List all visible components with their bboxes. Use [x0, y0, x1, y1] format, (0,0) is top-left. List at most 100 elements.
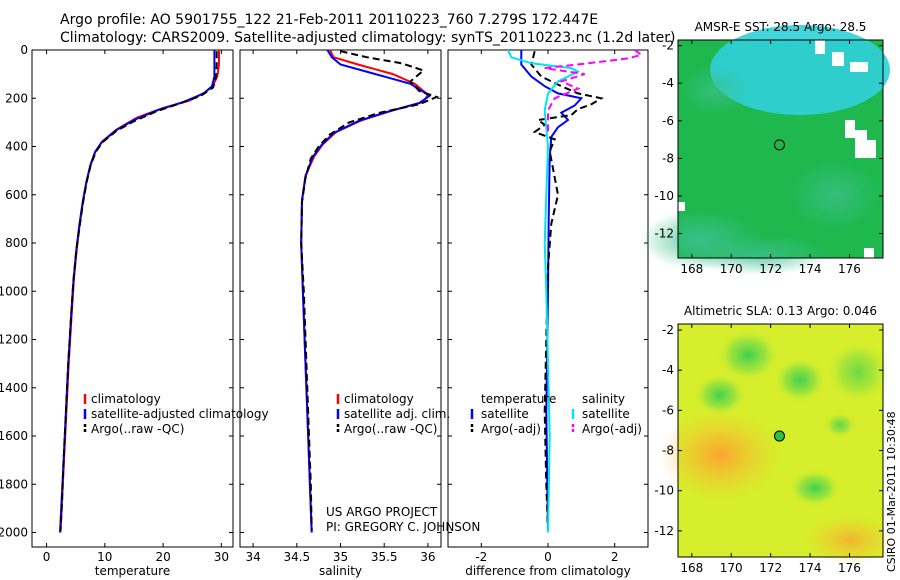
sla-low-region [825, 413, 855, 437]
sla-low-region [790, 470, 840, 506]
salinity-series-climatology [300, 49, 430, 533]
difference-xtick-label: 0 [544, 550, 552, 564]
difference-legend-entry: Argo(-adj) [481, 422, 541, 436]
sst-teal-patch [690, 235, 830, 275]
salinity-series-satellite-adj-clim [300, 49, 432, 533]
figure-title-line2: Climatology: CARS2009. Satellite-adjuste… [60, 30, 676, 46]
sla_map-argo-marker [773, 430, 785, 442]
salinity-xlabel: salinity [319, 564, 362, 578]
sst_map-title: AMSR-E SST: 28.5 Argo: 28.5 [695, 20, 867, 34]
difference-xtick-label: -2 [475, 550, 487, 564]
credit-pi: PI: GREGORY C. JOHNSON [326, 520, 480, 534]
temperature-xtick-label: 10 [97, 550, 112, 564]
depth-tick-label: 1800 [0, 477, 28, 491]
sla-high-region [660, 410, 780, 500]
salinity-axes-frame [239, 49, 442, 548]
sst_map-xtick-label: 168 [680, 262, 703, 276]
sst-missing-data [815, 40, 825, 54]
difference-legend-header: salinity [582, 392, 625, 406]
sla_map-xtick-label: 176 [838, 561, 861, 575]
depth-tick-label: 2000 [0, 526, 28, 540]
sla_map-frame [677, 323, 884, 558]
sla-low-region [775, 358, 825, 402]
salinity-series-argo-raw-qc [300, 50, 440, 531]
sst_map-ytick-label: -4 [662, 76, 674, 90]
sst_map-xtick-label: 172 [759, 262, 782, 276]
temperature-legend-entry: satellite-adjusted climatology [91, 407, 269, 421]
difference-legend-entry: Argo(-adj) [582, 422, 642, 436]
depth-tick-label: 0 [20, 43, 28, 57]
sst-missing-data [866, 140, 876, 158]
depth-tick-label: 600 [5, 188, 28, 202]
difference-series-temperature-argo-adj [530, 50, 605, 531]
difference-legend-entry: satellite [481, 407, 529, 421]
difference-series-temperature-satellite [520, 50, 584, 533]
depth-tick-label: 1200 [0, 333, 28, 347]
sst_map-ytick-label: -12 [654, 227, 674, 241]
sst_map-xtick-label: 170 [720, 262, 743, 276]
sla_map-xtick-label: 172 [759, 561, 782, 575]
difference-series-salinity-argo-adj [544, 49, 644, 135]
sst-missing-data [832, 52, 844, 66]
temperature-xtick-label: 0 [43, 550, 51, 564]
sla-low-region [695, 375, 745, 415]
csiro-stamp: CSIRO 01-Mar-2011 10:30:48 [885, 411, 898, 572]
temperature-series-climatology [59, 50, 220, 533]
sla_map-title: Altimetric SLA: 0.13 Argo: 0.046 [684, 304, 877, 318]
depth-tick-label: 400 [5, 140, 28, 154]
sst_map-argo-marker [773, 139, 785, 151]
salinity-xtick-label: 35.5 [371, 550, 398, 564]
temperature-panel: 0 10 20 30 temperature 0 200 400 600 800 1000 1200 1… [0, 43, 269, 578]
sst-map-panel: AMSR-E SST: 28.5 Argo: 28.5 168 170 172 174 1… [640, 20, 890, 276]
temperature-series-satellite-adjusted-climatology [59, 50, 216, 533]
sla-high-region [805, 515, 895, 565]
difference-xlabel: difference from climatology [465, 564, 631, 578]
salinity-legend-entry: climatology [344, 392, 414, 406]
sla_map-ytick-label: -10 [654, 484, 674, 498]
salinity-xtick-label: 35 [333, 550, 348, 564]
temperature-legend-entry: climatology [91, 392, 161, 406]
sla_map-ytick-label: -6 [662, 403, 674, 417]
temperature-legend-entry: Argo(..raw -QC) [91, 422, 184, 436]
depth-tick-label: 800 [5, 236, 28, 250]
sst_map-ytick-label: -8 [662, 151, 674, 165]
temperature-series-argo-raw-qc [59, 51, 218, 531]
sst-missing-data [845, 120, 855, 138]
salinity-xtick-label: 34 [245, 550, 260, 564]
sla_map-ytick-label: -8 [662, 444, 674, 458]
sla_map-xtick-label: 174 [799, 561, 822, 575]
sst_map-ytick-label: -2 [662, 39, 674, 53]
temperature-xtick-label: 20 [155, 550, 170, 564]
sst_map-xtick-label: 174 [799, 262, 822, 276]
sst-missing-data [864, 248, 874, 258]
temperature-xtick-label: 30 [214, 550, 229, 564]
sla_map-xtick-label: 168 [680, 561, 703, 575]
difference-legend-header: temperature [481, 392, 556, 406]
credit-project: US ARGO PROJECT [326, 505, 438, 519]
sla_map-ytick-label: -2 [662, 323, 674, 337]
salinity-legend-entry: Argo(..raw -QC) [344, 422, 437, 436]
sst-cool-region [710, 25, 890, 115]
sst_map-ytick-label: -6 [662, 114, 674, 128]
sst_map-frame [677, 39, 884, 259]
depth-tick-label: 1000 [0, 284, 28, 298]
sst-missing-data [850, 62, 868, 72]
salinity-legend-entry: satellite adj. clim. [344, 407, 450, 421]
sst-teal-patch [680, 65, 750, 115]
figure-title-line1: Argo profile: AO 5901755_122 21-Feb-2011… [60, 12, 599, 28]
sla-low-region [718, 330, 778, 380]
difference-legend-entry: satellite [582, 407, 630, 421]
sla_map-ytick-label: -4 [662, 363, 674, 377]
sla-low-region [828, 342, 888, 402]
temperature-axes-frame [31, 49, 234, 548]
sla_map-xtick-label: 170 [720, 561, 743, 575]
sst-missing-data [855, 130, 867, 158]
sst-missing-data [678, 202, 685, 211]
depth-tick-label: 1400 [0, 381, 28, 395]
salinity-xtick-label: 34.5 [283, 550, 310, 564]
temperature-xlabel: temperature [95, 564, 170, 578]
salinity-panel: 34 34.5 35 35.5 36 salinity climatologysatelli… [239, 49, 450, 578]
difference-series-salinity-satellite [507, 49, 581, 533]
depth-tick-label: 200 [5, 91, 28, 105]
